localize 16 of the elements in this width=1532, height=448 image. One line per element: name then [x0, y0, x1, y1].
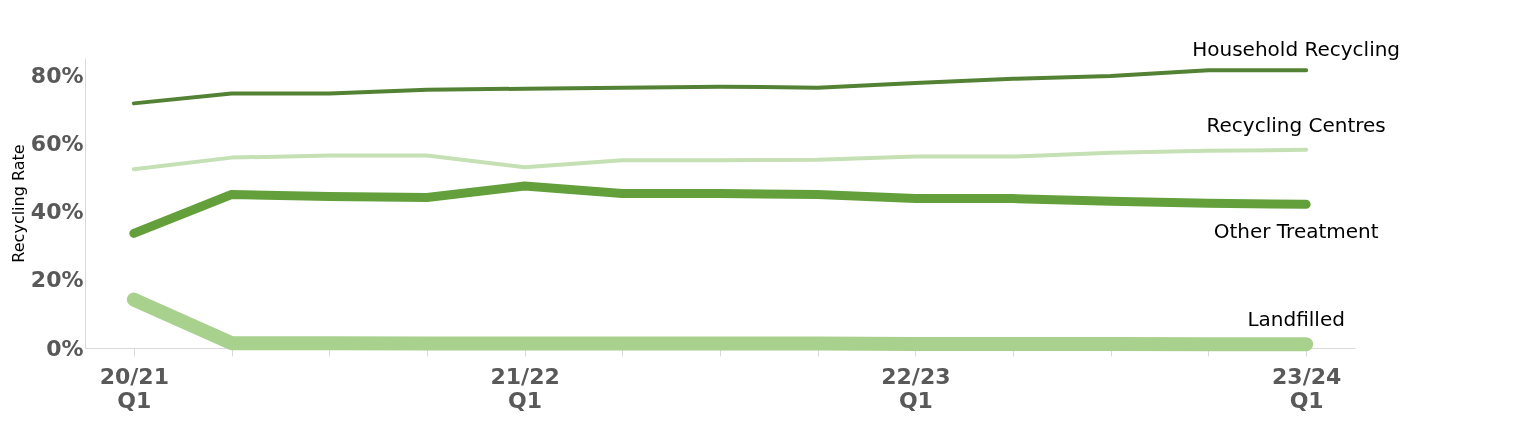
series-label: Other Treatment: [1213, 219, 1379, 244]
y-tick-label: 80%: [30, 62, 84, 88]
line-series: [131, 147, 1309, 172]
y-tick-label: 60%: [30, 130, 84, 156]
x-tick-label: 23/24 Q1: [1272, 363, 1342, 413]
y-tick-label: 40%: [30, 199, 84, 225]
line-series: [131, 68, 1309, 106]
series-label: Household Recycling: [1192, 37, 1401, 62]
y-axis-title: Recycling Rate: [8, 144, 28, 263]
y-tick-label: 20%: [30, 267, 84, 293]
x-tick-label: 21/22 Q1: [490, 363, 560, 413]
series-label: Recycling Centres: [1206, 112, 1386, 137]
y-tick-label: 0%: [46, 335, 84, 361]
series-label: Landfilled: [1247, 307, 1345, 332]
x-tick-label: 22/23 Q1: [881, 363, 951, 413]
x-tick-label: 20/21 Q1: [99, 363, 169, 413]
